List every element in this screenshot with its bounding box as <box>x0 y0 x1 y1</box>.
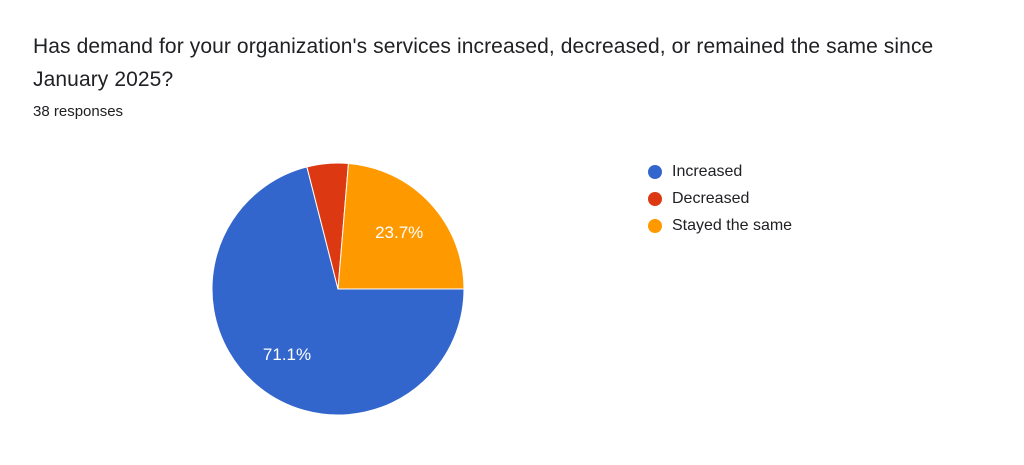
legend-swatch-icon <box>648 164 662 179</box>
legend-item-increased: Increased <box>648 162 792 180</box>
pie-slice-percentage-label: 23.7% <box>375 223 423 242</box>
pie-chart-svg: 71.1% 23.7% <box>211 162 465 416</box>
legend-swatch-icon <box>648 191 662 206</box>
legend-label: Stayed the same <box>672 216 793 234</box>
chart-legend: Increased Decreased Stayed the same <box>648 162 793 234</box>
legend-swatch-icon <box>648 218 662 233</box>
question-title-line-1: Has demand for your organization's servi… <box>33 35 934 58</box>
legend-item-decreased: Decreased <box>648 189 792 207</box>
question-title-line-2: January 2025? <box>33 68 174 91</box>
pie-slice-percentage-label: 71.1% <box>263 345 311 364</box>
question-title: Has demand for your organization's servi… <box>33 30 993 96</box>
legend-label: Decreased <box>672 189 750 207</box>
pie-slice-increased <box>211 166 465 416</box>
legend-item-stayed-the-same: Stayed the same <box>648 216 793 234</box>
responses-count: 38 responses <box>33 103 124 120</box>
pie-chart: 71.1% 23.7% <box>210 161 466 417</box>
pie-slice-stayed-the-same <box>337 162 465 290</box>
legend-label: Increased <box>672 162 743 180</box>
